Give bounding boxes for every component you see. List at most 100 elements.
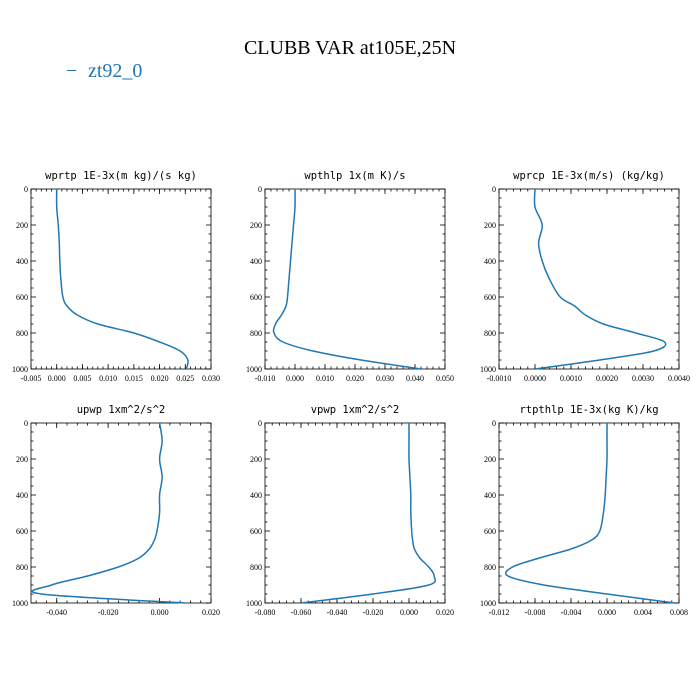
y-tick-label: 1000 (480, 365, 496, 374)
y-tick-label: 200 (484, 455, 496, 464)
y-tick-label: 600 (16, 293, 28, 302)
legend-label: zt92_0 (88, 60, 142, 82)
y-tick-label: 1000 (246, 599, 262, 608)
y-tick-label: 400 (250, 491, 262, 500)
x-tick-label: 0.040 (406, 374, 424, 383)
x-tick-label: 0.020 (346, 374, 364, 383)
y-tick-label: 200 (250, 221, 262, 230)
y-tick-label: 200 (250, 455, 262, 464)
x-tick-label: -0.080 (255, 608, 276, 617)
y-tick-label: 600 (484, 527, 496, 536)
series-line-zt92_0 (504, 422, 675, 604)
x-tick-label: -0.005 (21, 374, 42, 383)
x-tick-label: -0.060 (291, 608, 312, 617)
x-tick-label: 0.025 (176, 374, 194, 383)
x-tick-label: -0.040 (46, 608, 67, 617)
x-tick-label: 0.020 (151, 374, 169, 383)
x-tick-label: 0.0030 (632, 374, 654, 383)
panel-title: wpthlp 1x(m K)/s (304, 170, 405, 182)
chart-panel-4: upwp 1xm^2/s^2 -0.040 -0.020 0.000 0.020 0 200… (12, 404, 220, 617)
x-tick-label: 0.010 (316, 374, 334, 383)
x-tick-label: -0.020 (363, 608, 384, 617)
chart-panel-5: vpwp 1xm^2/s^2 -0.080 -0.060 -0.040 -0.020 0.… (246, 404, 454, 617)
x-tick-label: 0.030 (202, 374, 220, 383)
x-tick-label: 0.000 (151, 608, 169, 617)
y-tick-label: 800 (250, 563, 262, 572)
y-tick-label: 800 (16, 563, 28, 572)
chart-panel-6: rtpthlp 1E-3x(kg K)/kg -0.012 -0.008 -0.004… (480, 404, 688, 617)
x-tick-label: -0.008 (525, 608, 546, 617)
x-tick-label: -0.004 (561, 608, 582, 617)
y-tick-label: 0 (492, 419, 496, 428)
y-tick-label: 600 (250, 293, 262, 302)
y-tick-label: 0 (492, 185, 496, 194)
y-tick-label: 800 (484, 563, 496, 572)
chart-panel-1: wprtp 1E-3x(m kg)/(s kg) -0.005 0.000 0.005… (12, 170, 220, 383)
panel-title: vpwp 1xm^2/s^2 (311, 404, 400, 416)
y-tick-label: 1000 (246, 365, 262, 374)
y-tick-label: 0 (258, 419, 262, 428)
x-tick-label: -0.010 (255, 374, 276, 383)
x-tick-label: 0.030 (376, 374, 394, 383)
y-tick-label: 800 (250, 329, 262, 338)
y-tick-label: 200 (16, 221, 28, 230)
legend-marker: − (66, 60, 77, 82)
x-tick-label: 0.050 (436, 374, 454, 383)
plot-frame (264, 188, 446, 370)
y-tick-label: 400 (16, 257, 28, 266)
y-tick-label: 400 (250, 257, 262, 266)
panel-title: wprcp 1E-3x(m/s) (kg/kg) (513, 170, 665, 182)
panel-title: upwp 1xm^2/s^2 (77, 404, 166, 416)
plot-frame (30, 422, 212, 604)
x-tick-label: -0.040 (327, 608, 348, 617)
y-tick-label: 600 (250, 527, 262, 536)
x-tick-label: 0.020 (202, 608, 220, 617)
x-tick-label: 0.0000 (524, 374, 546, 383)
legend: − zt92_0 (66, 60, 142, 82)
x-tick-label: 0.005 (73, 374, 91, 383)
y-tick-label: 800 (484, 329, 496, 338)
y-tick-label: 0 (24, 185, 28, 194)
x-tick-label: 0.000 (598, 608, 616, 617)
x-tick-label: 0.0020 (596, 374, 618, 383)
y-tick-label: 200 (16, 455, 28, 464)
y-tick-label: 600 (16, 527, 28, 536)
y-tick-label: 1000 (12, 599, 28, 608)
x-tick-label: 0.004 (634, 608, 652, 617)
x-tick-label: 0.0040 (668, 374, 690, 383)
plot-frame (498, 188, 680, 370)
panels-container: wprtp 1E-3x(m kg)/(s kg) -0.005 0.000 0.005… (12, 170, 690, 617)
series-line-zt92_0 (31, 422, 186, 604)
x-tick-label: 0.008 (670, 608, 688, 617)
series-line-zt92_0 (272, 188, 422, 370)
x-tick-label: 0.020 (436, 608, 454, 617)
x-tick-label: -0.0010 (487, 374, 512, 383)
y-tick-label: 400 (484, 257, 496, 266)
y-tick-label: 600 (484, 293, 496, 302)
y-tick-label: 0 (24, 419, 28, 428)
y-tick-label: 200 (484, 221, 496, 230)
y-tick-label: 800 (16, 329, 28, 338)
series-line-zt92_0 (55, 188, 189, 370)
y-tick-label: 400 (484, 491, 496, 500)
x-tick-label: -0.020 (98, 608, 119, 617)
figure-title: CLUBB VAR at105E,25N (244, 37, 456, 59)
x-tick-label: 0.000 (400, 608, 418, 617)
x-tick-label: 0.000 (286, 374, 304, 383)
y-tick-label: 1000 (480, 599, 496, 608)
x-tick-label: 0.000 (48, 374, 66, 383)
x-tick-label: 0.010 (99, 374, 117, 383)
panel-title: rtpthlp 1E-3x(kg K)/kg (519, 404, 658, 416)
x-tick-label: 0.015 (125, 374, 143, 383)
plot-frame (498, 422, 680, 604)
x-tick-label: 0.0010 (560, 374, 582, 383)
y-tick-label: 1000 (12, 365, 28, 374)
y-tick-label: 400 (16, 491, 28, 500)
y-tick-label: 0 (258, 185, 262, 194)
panel-title: wprtp 1E-3x(m kg)/(s kg) (45, 170, 197, 182)
plot-frame (264, 422, 446, 604)
x-tick-label: -0.012 (489, 608, 510, 617)
chart-panel-2: wpthlp 1x(m K)/s -0.010 0.000 0.010 0.020 0.0… (246, 170, 454, 383)
